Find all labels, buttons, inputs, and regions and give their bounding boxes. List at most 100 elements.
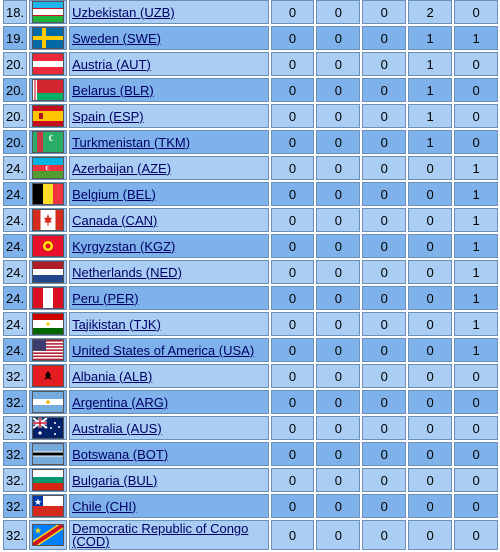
kgz-flag-icon — [32, 235, 65, 257]
value-cell-1: 0 — [270, 208, 315, 232]
value-cell-4: 0 — [408, 442, 453, 466]
country-cell: Albania (ALB) — [69, 364, 269, 388]
country-link[interactable]: Botswana (BOT) — [72, 446, 169, 462]
value-cell-1: 0 — [270, 52, 315, 76]
country-cell: Democratic Republic of Congo (COD) — [69, 520, 269, 550]
country-link[interactable]: Peru (PER) — [72, 290, 139, 306]
value-cell-5: 0 — [454, 494, 498, 518]
country-link[interactable]: Belgium (BEL) — [72, 186, 156, 202]
table-row: 32. Australia (AUS) 0 0 0 0 0 — [3, 416, 498, 440]
value-cell-3: 0 — [362, 312, 407, 336]
country-link[interactable]: Australia (AUS) — [72, 420, 162, 436]
flag-cell — [29, 130, 68, 154]
country-link[interactable]: Netherlands (NED) — [72, 264, 182, 280]
table-row: 24. Azerbaijan (AZE) 0 0 0 0 1 — [3, 156, 498, 180]
country-cell: Austria (AUT) — [69, 52, 269, 76]
country-cell: Azerbaijan (AZE) — [69, 156, 269, 180]
value-cell-1: 0 — [270, 26, 315, 50]
value-cell-3: 0 — [362, 260, 407, 284]
flag-cell — [29, 208, 68, 232]
country-cell: Uzbekistan (UZB) — [69, 0, 269, 24]
table-row: 20. Spain (ESP) 0 0 0 1 0 — [3, 104, 498, 128]
value-cell-5: 1 — [454, 260, 498, 284]
value-cell-3: 0 — [362, 234, 407, 258]
value-cell-3: 0 — [362, 442, 407, 466]
value-cell-3: 0 — [362, 182, 407, 206]
country-link[interactable]: Turkmenistan (TKM) — [72, 134, 191, 150]
country-link[interactable]: Kyrgyzstan (KGZ) — [72, 238, 176, 254]
country-link[interactable]: United States of America (USA) — [72, 342, 255, 358]
rank-cell: 32. — [3, 442, 28, 466]
value-cell-3: 0 — [362, 130, 407, 154]
flag-cell — [29, 234, 68, 258]
rank-cell: 24. — [3, 208, 28, 232]
country-cell: United States of America (USA) — [69, 338, 269, 362]
country-link[interactable]: Belarus (BLR) — [72, 82, 154, 98]
country-link[interactable]: Canada (CAN) — [72, 212, 158, 228]
country-link[interactable]: Chile (CHI) — [72, 498, 137, 514]
table-row: 20. Belarus (BLR) 0 0 0 1 0 — [3, 78, 498, 102]
table-row: 24. Belgium (BEL) 0 0 0 0 1 — [3, 182, 498, 206]
value-cell-5: 0 — [454, 390, 498, 414]
value-cell-3: 0 — [362, 494, 407, 518]
value-cell-1: 0 — [270, 468, 315, 492]
value-cell-1: 0 — [270, 364, 315, 388]
value-cell-1: 0 — [270, 0, 315, 24]
country-cell: Kyrgyzstan (KGZ) — [69, 234, 269, 258]
value-cell-1: 0 — [270, 390, 315, 414]
table-row: 32. Botswana (BOT) 0 0 0 0 0 — [3, 442, 498, 466]
rank-cell: 20. — [3, 78, 28, 102]
ned-flag-icon — [32, 261, 65, 283]
table-row: 24. Kyrgyzstan (KGZ) 0 0 0 0 1 — [3, 234, 498, 258]
country-link[interactable]: Spain (ESP) — [72, 108, 144, 124]
value-cell-1: 0 — [270, 442, 315, 466]
country-link[interactable]: Bulgaria (BUL) — [72, 472, 158, 488]
value-cell-5: 1 — [454, 156, 498, 180]
rank-cell: 20. — [3, 52, 28, 76]
can-flag-icon — [32, 209, 65, 231]
value-cell-1: 0 — [270, 234, 315, 258]
value-cell-3: 0 — [362, 520, 407, 550]
country-link[interactable]: Argentina (ARG) — [72, 394, 169, 410]
country-link[interactable]: Uzbekistan (UZB) — [72, 4, 175, 20]
value-cell-2: 0 — [316, 130, 361, 154]
value-cell-1: 0 — [270, 286, 315, 310]
bel-flag-icon — [32, 183, 65, 205]
bul-flag-icon — [32, 469, 65, 491]
value-cell-1: 0 — [270, 312, 315, 336]
flag-cell — [29, 312, 68, 336]
value-cell-3: 0 — [362, 390, 407, 414]
country-link[interactable]: Albania (ALB) — [72, 368, 153, 384]
usa-flag-icon — [32, 339, 65, 361]
value-cell-4: 0 — [408, 364, 453, 388]
country-link[interactable]: Austria (AUT) — [72, 56, 151, 72]
table-row: 20. Austria (AUT) 0 0 0 1 0 — [3, 52, 498, 76]
country-link[interactable]: Azerbaijan (AZE) — [72, 160, 172, 176]
rank-cell: 24. — [3, 156, 28, 180]
value-cell-2: 0 — [316, 468, 361, 492]
value-cell-5: 0 — [454, 78, 498, 102]
country-link[interactable]: Democratic Republic of Congo (COD) — [72, 521, 249, 549]
value-cell-1: 0 — [270, 182, 315, 206]
esp-flag-icon — [32, 105, 65, 127]
value-cell-2: 0 — [316, 78, 361, 102]
value-cell-5: 1 — [454, 234, 498, 258]
country-cell: Peru (PER) — [69, 286, 269, 310]
value-cell-4: 0 — [408, 286, 453, 310]
country-cell: Australia (AUS) — [69, 416, 269, 440]
country-link[interactable]: Sweden (SWE) — [72, 30, 161, 46]
value-cell-1: 0 — [270, 520, 315, 550]
flag-cell — [29, 156, 68, 180]
country-link[interactable]: Tajikistan (TJK) — [72, 316, 161, 332]
flag-cell — [29, 0, 68, 24]
value-cell-1: 0 — [270, 494, 315, 518]
value-cell-3: 0 — [362, 0, 407, 24]
value-cell-3: 0 — [362, 26, 407, 50]
value-cell-5: 0 — [454, 0, 498, 24]
value-cell-5: 0 — [454, 520, 498, 550]
country-cell: Turkmenistan (TKM) — [69, 130, 269, 154]
value-cell-5: 0 — [454, 104, 498, 128]
rank-cell: 18. — [3, 0, 28, 24]
flag-cell — [29, 104, 68, 128]
value-cell-4: 1 — [408, 52, 453, 76]
